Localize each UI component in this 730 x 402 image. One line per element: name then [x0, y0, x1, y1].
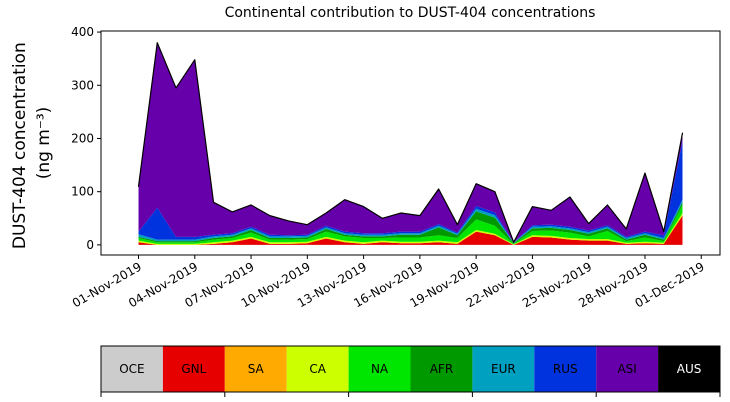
plot-frame [100, 30, 721, 256]
legend-swatch [101, 346, 163, 392]
legend-label: AFR [430, 362, 453, 376]
legend: OCE GNL SA CA NA AFR EUR RUS ASI AUS [100, 345, 721, 397]
area [138, 202, 683, 244]
legend-label: SA [248, 362, 265, 376]
legend-swatch [286, 346, 349, 392]
y-tick-label: 0 [86, 238, 94, 252]
y-tick-label: 100 [71, 185, 94, 199]
legend-swatch [224, 346, 287, 392]
legend-label: CA [309, 362, 326, 376]
y-tick-label: 200 [71, 131, 94, 145]
legend-swatch [410, 346, 473, 392]
legend-label: EUR [491, 362, 516, 376]
legend-swatch [472, 346, 535, 392]
y-axis-label-line: (ng m⁻³) [34, 107, 54, 180]
y-axis-label-line: DUST-404 concentration [10, 42, 30, 249]
legend-label: AUS [677, 362, 702, 376]
area [137, 42, 684, 243]
legend-label: RUS [553, 362, 578, 376]
y-tick-label: 400 [71, 25, 94, 39]
legend-label: NA [371, 362, 389, 376]
y-axis-label: DUST-404 concentration (ng m⁻³) [10, 37, 54, 249]
legend-swatch [162, 346, 225, 392]
legend-swatch [658, 346, 720, 392]
chart-title: Continental contribution to DUST-404 con… [225, 5, 596, 21]
legend-swatch [348, 346, 411, 392]
legend-swatch [534, 346, 597, 392]
area [138, 212, 683, 245]
legend-label: ASI [617, 362, 636, 376]
legend-frame [100, 345, 721, 393]
y-tick-label: 300 [71, 78, 94, 92]
legend-label: GNL [181, 362, 206, 376]
area [138, 199, 683, 244]
legend-label: OCE [119, 362, 144, 376]
legend-swatch [596, 346, 659, 392]
area [138, 42, 683, 243]
area [138, 204, 683, 245]
area [138, 215, 683, 245]
